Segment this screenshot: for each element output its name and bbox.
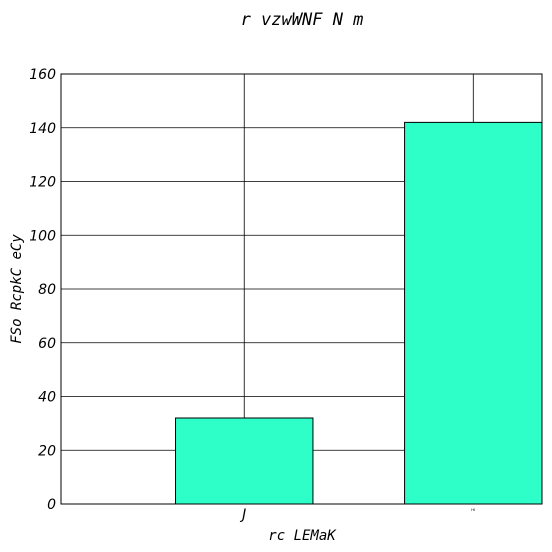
plot-frame (60, 73, 543, 505)
y-tick-label: 60 (38, 336, 56, 352)
x-tick-label: ᴴᴵ (471, 508, 475, 515)
bar (404, 121, 543, 505)
y-tick-label: 40 (38, 390, 56, 406)
x-axis-label: rc LEMaK (268, 528, 337, 544)
y-axis-label: FSo RcpkC eCy (9, 234, 25, 344)
y-tick-label: 80 (38, 282, 56, 298)
bar (175, 417, 314, 505)
y-tick-label: 0 (47, 497, 56, 513)
y-tick-label: 100 (29, 228, 56, 244)
y-tick-label: 160 (29, 67, 56, 83)
y-tick-label: 20 (38, 443, 56, 459)
chart-title: r vzwWNF N m (241, 10, 364, 30)
y-axis-ticks: 0 20 40 60 80 100 120 140 160 (29, 67, 56, 513)
x-tick-label: J (239, 507, 246, 523)
bars (175, 121, 543, 505)
y-tick-label: 120 (29, 175, 56, 191)
y-tick-label: 140 (29, 121, 56, 137)
